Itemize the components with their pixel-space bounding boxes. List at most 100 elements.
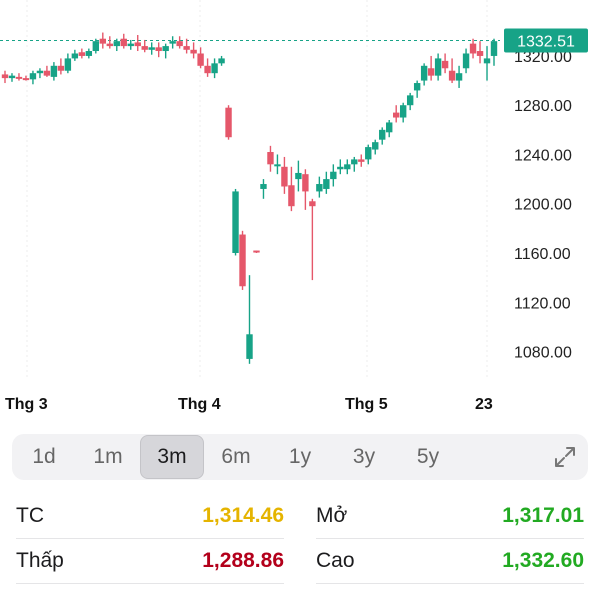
candle-body — [365, 147, 372, 160]
candle-body — [225, 107, 232, 138]
candle[interactable] — [490, 38, 498, 66]
candle[interactable] — [462, 48, 470, 74]
candle[interactable] — [309, 198, 316, 281]
candle[interactable] — [323, 171, 330, 194]
candle[interactable] — [358, 154, 365, 167]
candle[interactable] — [120, 33, 127, 49]
range-tab-1y[interactable]: 1y — [288, 445, 312, 468]
candle[interactable] — [441, 53, 449, 74]
candle[interactable] — [218, 55, 225, 66]
candle[interactable] — [127, 39, 134, 50]
candle[interactable] — [148, 42, 155, 55]
candle[interactable] — [15, 73, 23, 81]
candle[interactable] — [316, 176, 323, 198]
candle-body — [462, 53, 470, 69]
candle[interactable] — [239, 230, 246, 290]
candle[interactable] — [386, 119, 393, 138]
candle[interactable] — [92, 38, 100, 54]
candle-body — [309, 201, 316, 207]
candle[interactable] — [64, 53, 72, 74]
candle[interactable] — [36, 68, 44, 79]
candle[interactable] — [365, 144, 372, 165]
candle[interactable] — [267, 145, 274, 172]
candle[interactable] — [106, 36, 113, 49]
candle[interactable] — [344, 159, 351, 175]
candle[interactable] — [469, 38, 477, 59]
candle-body — [50, 65, 58, 77]
candle-body — [455, 73, 463, 81]
candle[interactable] — [295, 160, 302, 192]
candle[interactable] — [302, 169, 309, 210]
candle[interactable] — [330, 164, 337, 187]
candle[interactable] — [281, 156, 288, 194]
candle[interactable] — [204, 58, 211, 77]
candle[interactable] — [483, 46, 491, 81]
candle-body — [148, 47, 155, 50]
candle[interactable] — [288, 166, 295, 212]
candle[interactable] — [420, 63, 428, 86]
candle[interactable] — [134, 35, 141, 52]
range-tab-6m[interactable]: 6m — [221, 445, 251, 468]
candle[interactable] — [427, 55, 435, 81]
candle-body — [288, 185, 295, 207]
range-tab-3m[interactable]: 3m — [140, 435, 204, 479]
candle-body — [169, 41, 176, 44]
candle[interactable] — [162, 43, 169, 59]
candle[interactable] — [190, 42, 197, 59]
candle[interactable] — [434, 53, 442, 81]
candle[interactable] — [406, 92, 414, 111]
expand-chart-button[interactable] — [542, 435, 588, 479]
expand-icon — [555, 447, 575, 467]
candles-group — [1, 32, 498, 364]
candle[interactable] — [113, 38, 120, 52]
candle[interactable] — [22, 75, 30, 81]
range-tab-5y[interactable]: 5y — [416, 445, 440, 468]
candle-body — [434, 58, 442, 76]
candle[interactable] — [85, 48, 93, 59]
candle[interactable] — [253, 250, 260, 253]
stat-value: 1,332.60 — [502, 548, 584, 572]
y-axis: 1320.00 1280.00 1240.00 1200.00 1160.00 1120.… — [514, 49, 572, 362]
candle[interactable] — [351, 156, 358, 172]
candle[interactable] — [169, 36, 176, 49]
candle[interactable] — [78, 48, 86, 59]
candle[interactable] — [183, 38, 190, 54]
candle[interactable] — [455, 65, 463, 88]
candle-body — [441, 60, 449, 69]
range-tab-1d[interactable]: 1d — [32, 445, 56, 468]
candle[interactable] — [379, 127, 386, 145]
candle[interactable] — [246, 275, 253, 364]
candle-body — [127, 43, 134, 47]
y-tick-label: 1320.00 — [514, 49, 572, 66]
candle[interactable] — [448, 58, 456, 84]
candle[interactable] — [50, 62, 58, 81]
candle[interactable] — [413, 80, 421, 98]
candle[interactable] — [476, 41, 484, 64]
candle[interactable] — [260, 179, 267, 199]
candle[interactable] — [176, 36, 183, 49]
candle[interactable] — [211, 58, 218, 79]
candle[interactable] — [8, 73, 16, 82]
candle[interactable] — [99, 32, 106, 49]
candle[interactable] — [393, 105, 400, 123]
candle[interactable] — [155, 42, 162, 58]
candle-body — [379, 129, 386, 140]
candle[interactable] — [43, 65, 51, 77]
candle[interactable] — [337, 159, 344, 175]
candle[interactable] — [225, 105, 232, 140]
candle[interactable] — [232, 188, 239, 256]
candle[interactable] — [372, 139, 379, 155]
candle[interactable] — [1, 70, 9, 84]
stat-label: Mở — [316, 503, 348, 527]
candle[interactable] — [197, 47, 204, 69]
candle[interactable] — [141, 39, 148, 53]
candle[interactable] — [57, 58, 65, 75]
range-tab-3y[interactable]: 3y — [352, 445, 376, 468]
candle-body — [36, 70, 44, 74]
candle[interactable] — [71, 49, 79, 61]
candle[interactable] — [274, 154, 281, 175]
range-tab-1m[interactable]: 1m — [93, 445, 123, 468]
candle[interactable] — [29, 70, 37, 85]
candlestick-chart[interactable]: 1320.00 1280.00 1240.00 1200.00 1160.00 1120.… — [0, 0, 600, 420]
candle[interactable] — [399, 102, 407, 123]
